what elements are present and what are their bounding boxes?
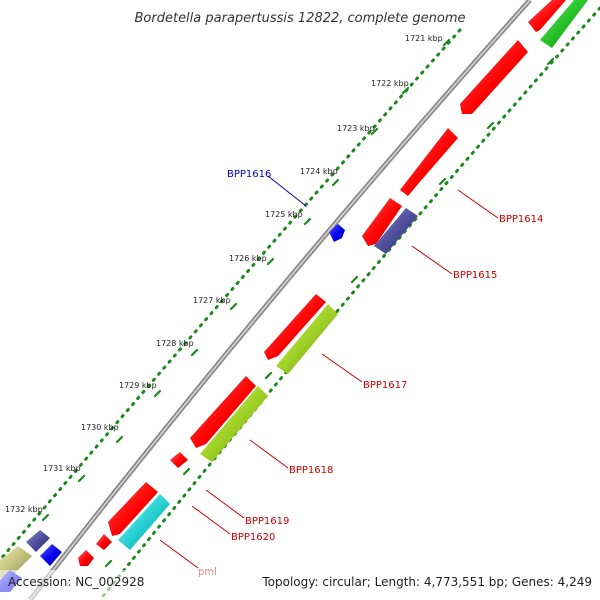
gene-label-bpp1619[interactable]: BPP1619 — [245, 516, 289, 527]
tick-label: 1722 kbp — [371, 79, 409, 88]
tick-label: 1731 kbp — [43, 464, 81, 473]
tick-label: 1728 kbp — [156, 339, 194, 348]
gene-label-bpp1618[interactable]: BPP1618 — [289, 465, 333, 476]
reverse-strand-genes — [0, 0, 588, 592]
gene-arrow[interactable] — [170, 452, 188, 468]
footer-backdrop — [0, 570, 600, 600]
gene-label-bpp1620[interactable]: BPP1620 — [231, 532, 275, 543]
gene-label-bpp1614[interactable]: BPP1614 — [499, 214, 543, 225]
gene-arrow[interactable] — [26, 530, 50, 552]
genome-summary-text: Topology: circular; Length: 4,773,551 bp… — [261, 575, 592, 589]
gene-arrow[interactable] — [264, 294, 326, 360]
tick-label: 1723 kbp — [337, 124, 375, 133]
gene-arrow[interactable] — [78, 550, 94, 566]
tick-labels: 1721 kbp 1722 kbp 1723 kbp 1724 kbp 1725… — [5, 34, 443, 514]
gene-arrow[interactable] — [40, 544, 62, 566]
gene-arrow[interactable] — [362, 198, 402, 246]
gene-label-bpp1615[interactable]: BPP1615 — [453, 270, 497, 281]
tick-label: 1721 kbp — [405, 34, 443, 43]
tick-label: 1727 kbp — [193, 296, 231, 305]
gene-label-bpp1616[interactable]: BPP1616 — [227, 169, 271, 180]
gene-arrow[interactable] — [329, 224, 345, 242]
gene-arrow[interactable] — [108, 482, 158, 536]
accession-text: Accession: NC_002928 — [8, 575, 144, 589]
tick-label: 1725 kbp — [265, 210, 303, 219]
gene-arrow[interactable] — [528, 0, 566, 32]
gene-arrow[interactable] — [276, 304, 338, 374]
gene-arrow[interactable] — [96, 534, 112, 550]
genome-backbone-highlight — [29, 0, 531, 600]
gene-arrow[interactable] — [190, 376, 256, 448]
tick-marks — [41, 38, 451, 522]
gene-arrow[interactable] — [118, 494, 170, 550]
gene-arrow[interactable] — [460, 40, 528, 114]
tick-label: 1729 kbp — [119, 381, 157, 390]
tick-label: 1732 kbp — [5, 505, 43, 514]
tick-ring-inner — [98, 6, 600, 600]
gene-arrow[interactable] — [400, 128, 458, 196]
gene-arrow[interactable] — [540, 0, 588, 48]
genome-backbone — [28, 0, 532, 600]
map-title: Bordetella parapertussis 12822, complete… — [135, 11, 466, 26]
gene-arrow[interactable] — [200, 386, 268, 462]
gene-label-bpp1617[interactable]: BPP1617 — [363, 380, 407, 391]
tick-ring-outer — [0, 28, 462, 562]
label-leaders — [159, 175, 499, 569]
forward-strand-genes — [78, 0, 566, 566]
tick-label: 1724 kbp — [300, 167, 338, 176]
tick-label: 1726 kbp — [229, 254, 267, 263]
gene-arrow[interactable] — [374, 208, 418, 254]
tick-label: 1730 kbp — [81, 423, 119, 432]
